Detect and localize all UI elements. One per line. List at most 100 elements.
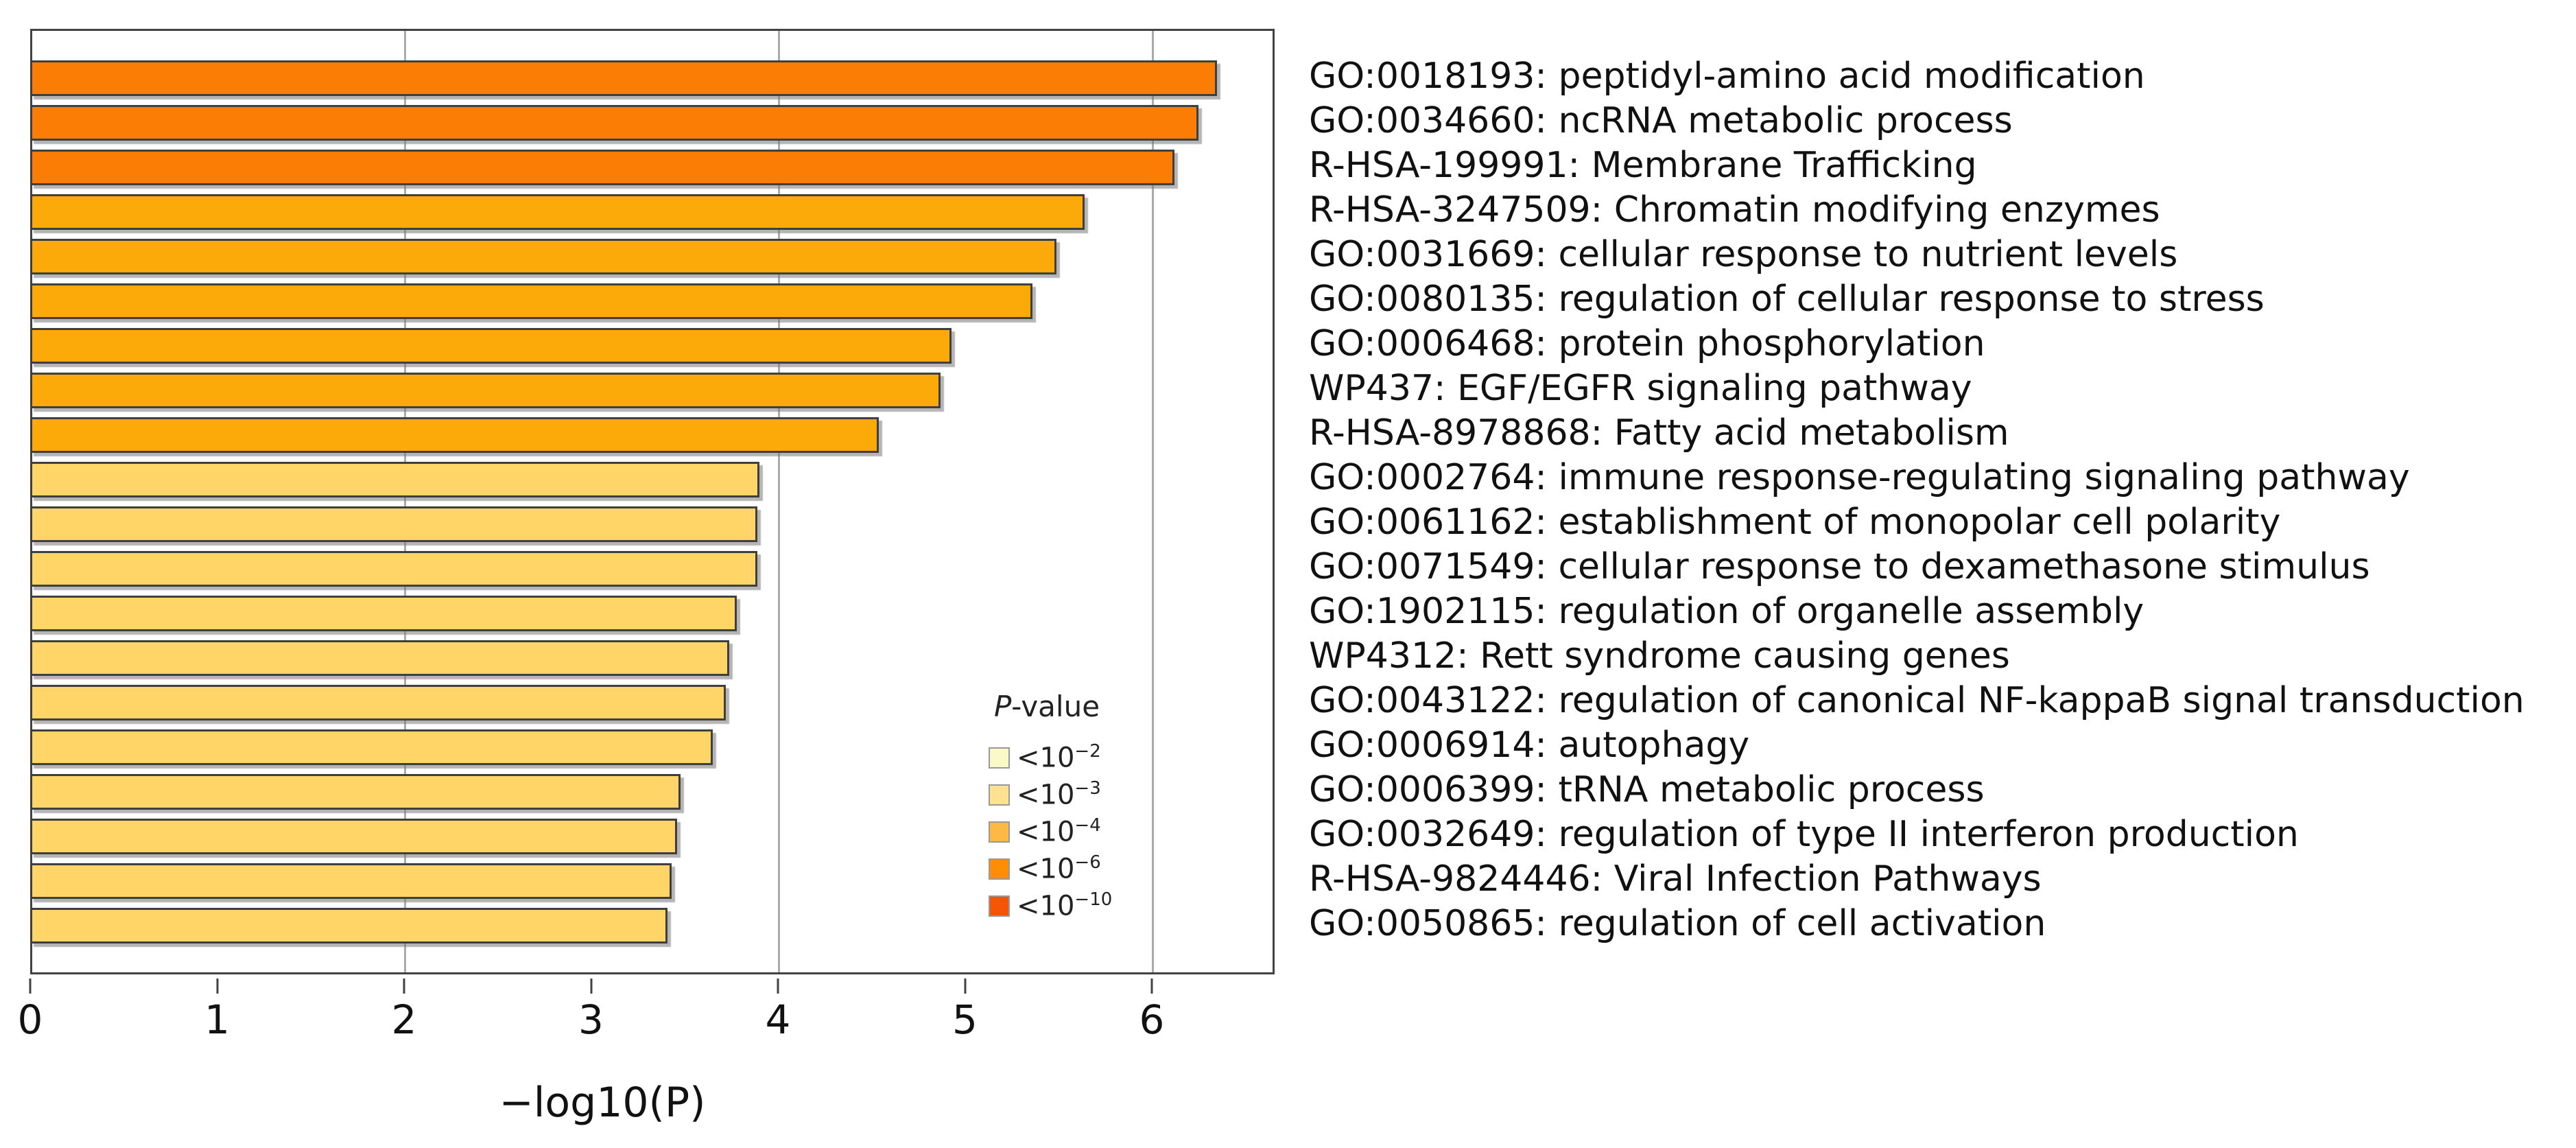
category-label-20: GO:0050865: regulation of cell activatio… [1309,902,2046,944]
category-row-5: GO:0031669: cellular response to nutrien… [1309,232,2569,277]
legend-swatch-5 [989,895,1010,917]
bar-12 [30,550,758,587]
bar-8 [30,372,941,408]
category-labels: GO:0018193: peptidyl-amino acid modifica… [1309,54,2569,946]
bar-5 [30,238,1057,274]
bar-16 [30,729,713,765]
gridline-6 [1152,31,1154,972]
bar-row-11 [30,502,1273,546]
category-row-3: R-HSA-199991: Membrane Trafficking [1309,143,2569,187]
legend-swatch-2 [989,784,1010,806]
bar-18 [30,818,677,854]
bar-row-15 [30,680,1273,725]
bar-1 [30,60,1218,96]
legend-title: P-value [994,690,1100,723]
gridline-4 [778,31,780,972]
bar-row-17 [30,769,1273,814]
bar-row-12 [30,546,1273,591]
x-tick-label-5: 5 [952,996,978,1043]
category-label-14: WP4312: Rett syndrome causing genes [1309,635,2010,677]
x-tick-label-2: 2 [391,996,417,1043]
x-tick-label-1: 1 [204,996,230,1043]
bar-17 [30,773,681,810]
category-row-13: GO:1902115: regulation of organelle asse… [1309,589,2569,633]
category-label-16: GO:0006914: autophagy [1309,724,1750,766]
plot-area: P-value <10−2 <10−3 <10−4 <10−6 <10−10 [30,29,1275,974]
category-label-8: WP437: EGF/EGFR signaling pathway [1309,367,1972,409]
bar-row-1 [30,56,1273,100]
x-tick-mark-2 [403,979,405,994]
legend-swatch-1 [989,747,1010,769]
category-label-5: GO:0031669: cellular response to nutrien… [1309,233,2178,275]
x-tick-mark-4 [777,979,779,994]
category-row-19: R-HSA-9824446: Viral Infection Pathways [1309,856,2569,901]
x-tick-mark-5 [964,979,966,994]
bar-row-4 [30,189,1273,234]
bar-2 [30,104,1199,141]
bar-row-8 [30,368,1273,412]
category-row-15: GO:0043122: regulation of canonical NF-k… [1309,678,2569,723]
bar-15 [30,684,726,721]
category-row-18: GO:0032649: regulation of type II interf… [1309,812,2569,856]
bar-11 [30,506,758,542]
legend-title-p: P [993,690,1012,723]
bar-row-6 [30,279,1273,323]
bar-row-18 [30,814,1273,858]
category-row-11: GO:0061162: establishment of monopolar c… [1309,500,2569,544]
bar-row-20 [30,903,1273,948]
x-tick-label-3: 3 [578,996,604,1043]
bar-14 [30,640,730,676]
category-row-9: R-HSA-8978868: Fatty acid metabolism [1309,410,2569,455]
category-row-2: GO:0034660: ncRNA metabolic process [1309,98,2569,143]
bar-row-5 [30,234,1273,279]
category-label-12: GO:0071549: cellular response to dexamet… [1309,546,2370,587]
x-tick-label-0: 0 [17,996,43,1043]
legend-label-3: <10−4 [1017,815,1101,848]
gridline-2 [404,31,406,972]
bar-row-10 [30,457,1273,502]
category-row-6: GO:0080135: regulation of cellular respo… [1309,277,2569,321]
category-row-17: GO:0006399: tRNA metabolic process [1309,767,2569,812]
bar-9 [30,417,879,453]
bar-10 [30,461,759,497]
legend-row-2: <10−3 [989,776,1112,813]
bar-row-2 [30,100,1273,145]
category-label-9: R-HSA-8978868: Fatty acid metabolism [1309,412,2009,454]
legend-row-1: <10−2 [989,739,1112,776]
category-label-17: GO:0006399: tRNA metabolic process [1309,769,1985,810]
category-label-6: GO:0080135: regulation of cellular respo… [1309,278,2265,320]
category-label-15: GO:0043122: regulation of canonical NF-k… [1309,679,2525,721]
legend-title-suffix: -value [1011,690,1100,723]
x-tick-mark-6 [1150,979,1153,994]
category-label-10: GO:0002764: immune response-regulating s… [1309,456,2410,498]
legend-row-4: <10−6 [989,850,1112,887]
category-row-12: GO:0071549: cellular response to dexamet… [1309,544,2569,589]
x-tick-mark-0 [29,979,32,994]
bar-4 [30,194,1085,230]
legend-label-4: <10−6 [1017,852,1101,885]
x-tick-label-6: 6 [1139,996,1165,1043]
bar-row-7 [30,323,1273,368]
bar-19 [30,863,672,899]
category-label-2: GO:0034660: ncRNA metabolic process [1309,99,2013,141]
x-axis-label: −log10(P) [499,1079,706,1127]
legend-label-5: <10−10 [1017,889,1113,922]
category-label-19: R-HSA-9824446: Viral Infection Pathways [1309,858,2042,900]
legend-rows: <10−2 <10−3 <10−4 <10−6 <10−10 [989,739,1112,924]
bar-13 [30,595,737,631]
bar-row-9 [30,412,1273,457]
category-label-13: GO:1902115: regulation of organelle asse… [1309,590,2144,632]
category-row-7: GO:0006468: protein phosphorylation [1309,321,2569,366]
category-row-10: GO:0002764: immune response-regulating s… [1309,455,2569,500]
category-row-4: R-HSA-3247509: Chromatin modifying enzym… [1309,187,2569,232]
category-label-11: GO:0061162: establishment of monopolar c… [1309,501,2281,543]
bar-20 [30,907,668,944]
legend-swatch-4 [989,858,1010,880]
category-row-1: GO:0018193: peptidyl-amino acid modifica… [1309,54,2569,98]
bar-row-14 [30,635,1273,680]
legend-label-1: <10−2 [1017,741,1101,774]
category-row-20: GO:0050865: regulation of cell activatio… [1309,901,2569,946]
bar-3 [30,149,1174,185]
